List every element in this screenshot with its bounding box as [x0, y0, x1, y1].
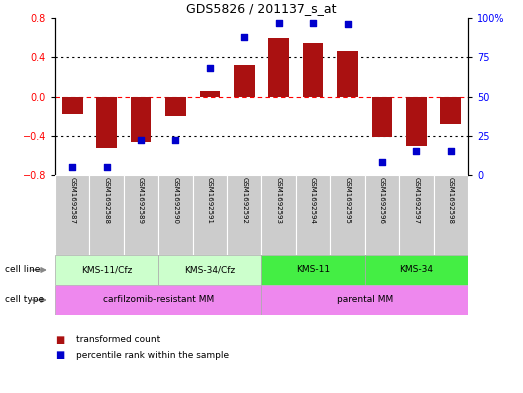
Bar — [262, 285, 468, 315]
Bar — [440, 97, 461, 124]
Text: KMS-11/Cfz: KMS-11/Cfz — [81, 266, 132, 274]
Point — [103, 164, 111, 170]
Point — [240, 34, 248, 40]
Text: KMS-34: KMS-34 — [400, 266, 434, 274]
Point — [309, 20, 317, 26]
Bar — [262, 175, 296, 255]
Point — [378, 159, 386, 165]
Point — [412, 148, 420, 154]
Text: GSM1692593: GSM1692593 — [276, 177, 282, 224]
Text: GSM1692596: GSM1692596 — [379, 177, 385, 224]
Bar — [268, 38, 289, 97]
Bar — [192, 175, 227, 255]
Bar — [296, 175, 331, 255]
Bar — [55, 175, 89, 255]
Bar — [55, 285, 262, 315]
Text: transformed count: transformed count — [76, 336, 160, 345]
Bar — [55, 255, 158, 285]
Text: percentile rank within the sample: percentile rank within the sample — [76, 351, 229, 360]
Bar — [337, 51, 358, 97]
Bar — [96, 97, 117, 147]
Bar — [200, 91, 220, 97]
Text: GSM1692592: GSM1692592 — [241, 177, 247, 224]
Text: GSM1692590: GSM1692590 — [173, 177, 178, 224]
Bar — [365, 175, 399, 255]
Bar — [234, 65, 255, 97]
Point — [68, 164, 76, 170]
Bar — [399, 175, 434, 255]
Bar — [165, 97, 186, 116]
Text: GSM1692598: GSM1692598 — [448, 177, 454, 224]
Text: GSM1692595: GSM1692595 — [345, 177, 350, 224]
Bar — [303, 42, 323, 97]
Bar — [131, 97, 151, 141]
Bar — [406, 97, 427, 145]
Text: KMS-34/Cfz: KMS-34/Cfz — [184, 266, 235, 274]
Text: parental MM: parental MM — [337, 296, 393, 305]
Text: ■: ■ — [55, 335, 64, 345]
Text: GSM1692588: GSM1692588 — [104, 177, 110, 224]
Text: GSM1692591: GSM1692591 — [207, 177, 213, 224]
Text: GSM1692597: GSM1692597 — [413, 177, 419, 224]
Bar — [372, 97, 392, 137]
Text: GSM1692587: GSM1692587 — [69, 177, 75, 224]
Text: KMS-11: KMS-11 — [296, 266, 330, 274]
Text: GSM1692594: GSM1692594 — [310, 177, 316, 224]
Bar — [124, 175, 158, 255]
Bar — [227, 175, 262, 255]
Title: GDS5826 / 201137_s_at: GDS5826 / 201137_s_at — [186, 2, 337, 15]
Bar — [158, 255, 262, 285]
Point — [206, 65, 214, 72]
Bar — [89, 175, 124, 255]
Bar — [434, 175, 468, 255]
Point — [275, 20, 283, 26]
Text: cell line: cell line — [5, 266, 41, 274]
Bar — [158, 175, 192, 255]
Bar — [365, 255, 468, 285]
Bar — [62, 97, 83, 114]
Point — [171, 137, 179, 143]
Point — [447, 148, 455, 154]
Point — [137, 137, 145, 143]
Bar — [262, 255, 365, 285]
Text: GSM1692589: GSM1692589 — [138, 177, 144, 224]
Text: cell type: cell type — [5, 296, 44, 305]
Text: carfilzomib-resistant MM: carfilzomib-resistant MM — [103, 296, 214, 305]
Text: ■: ■ — [55, 350, 64, 360]
Point — [344, 21, 352, 28]
Bar — [331, 175, 365, 255]
